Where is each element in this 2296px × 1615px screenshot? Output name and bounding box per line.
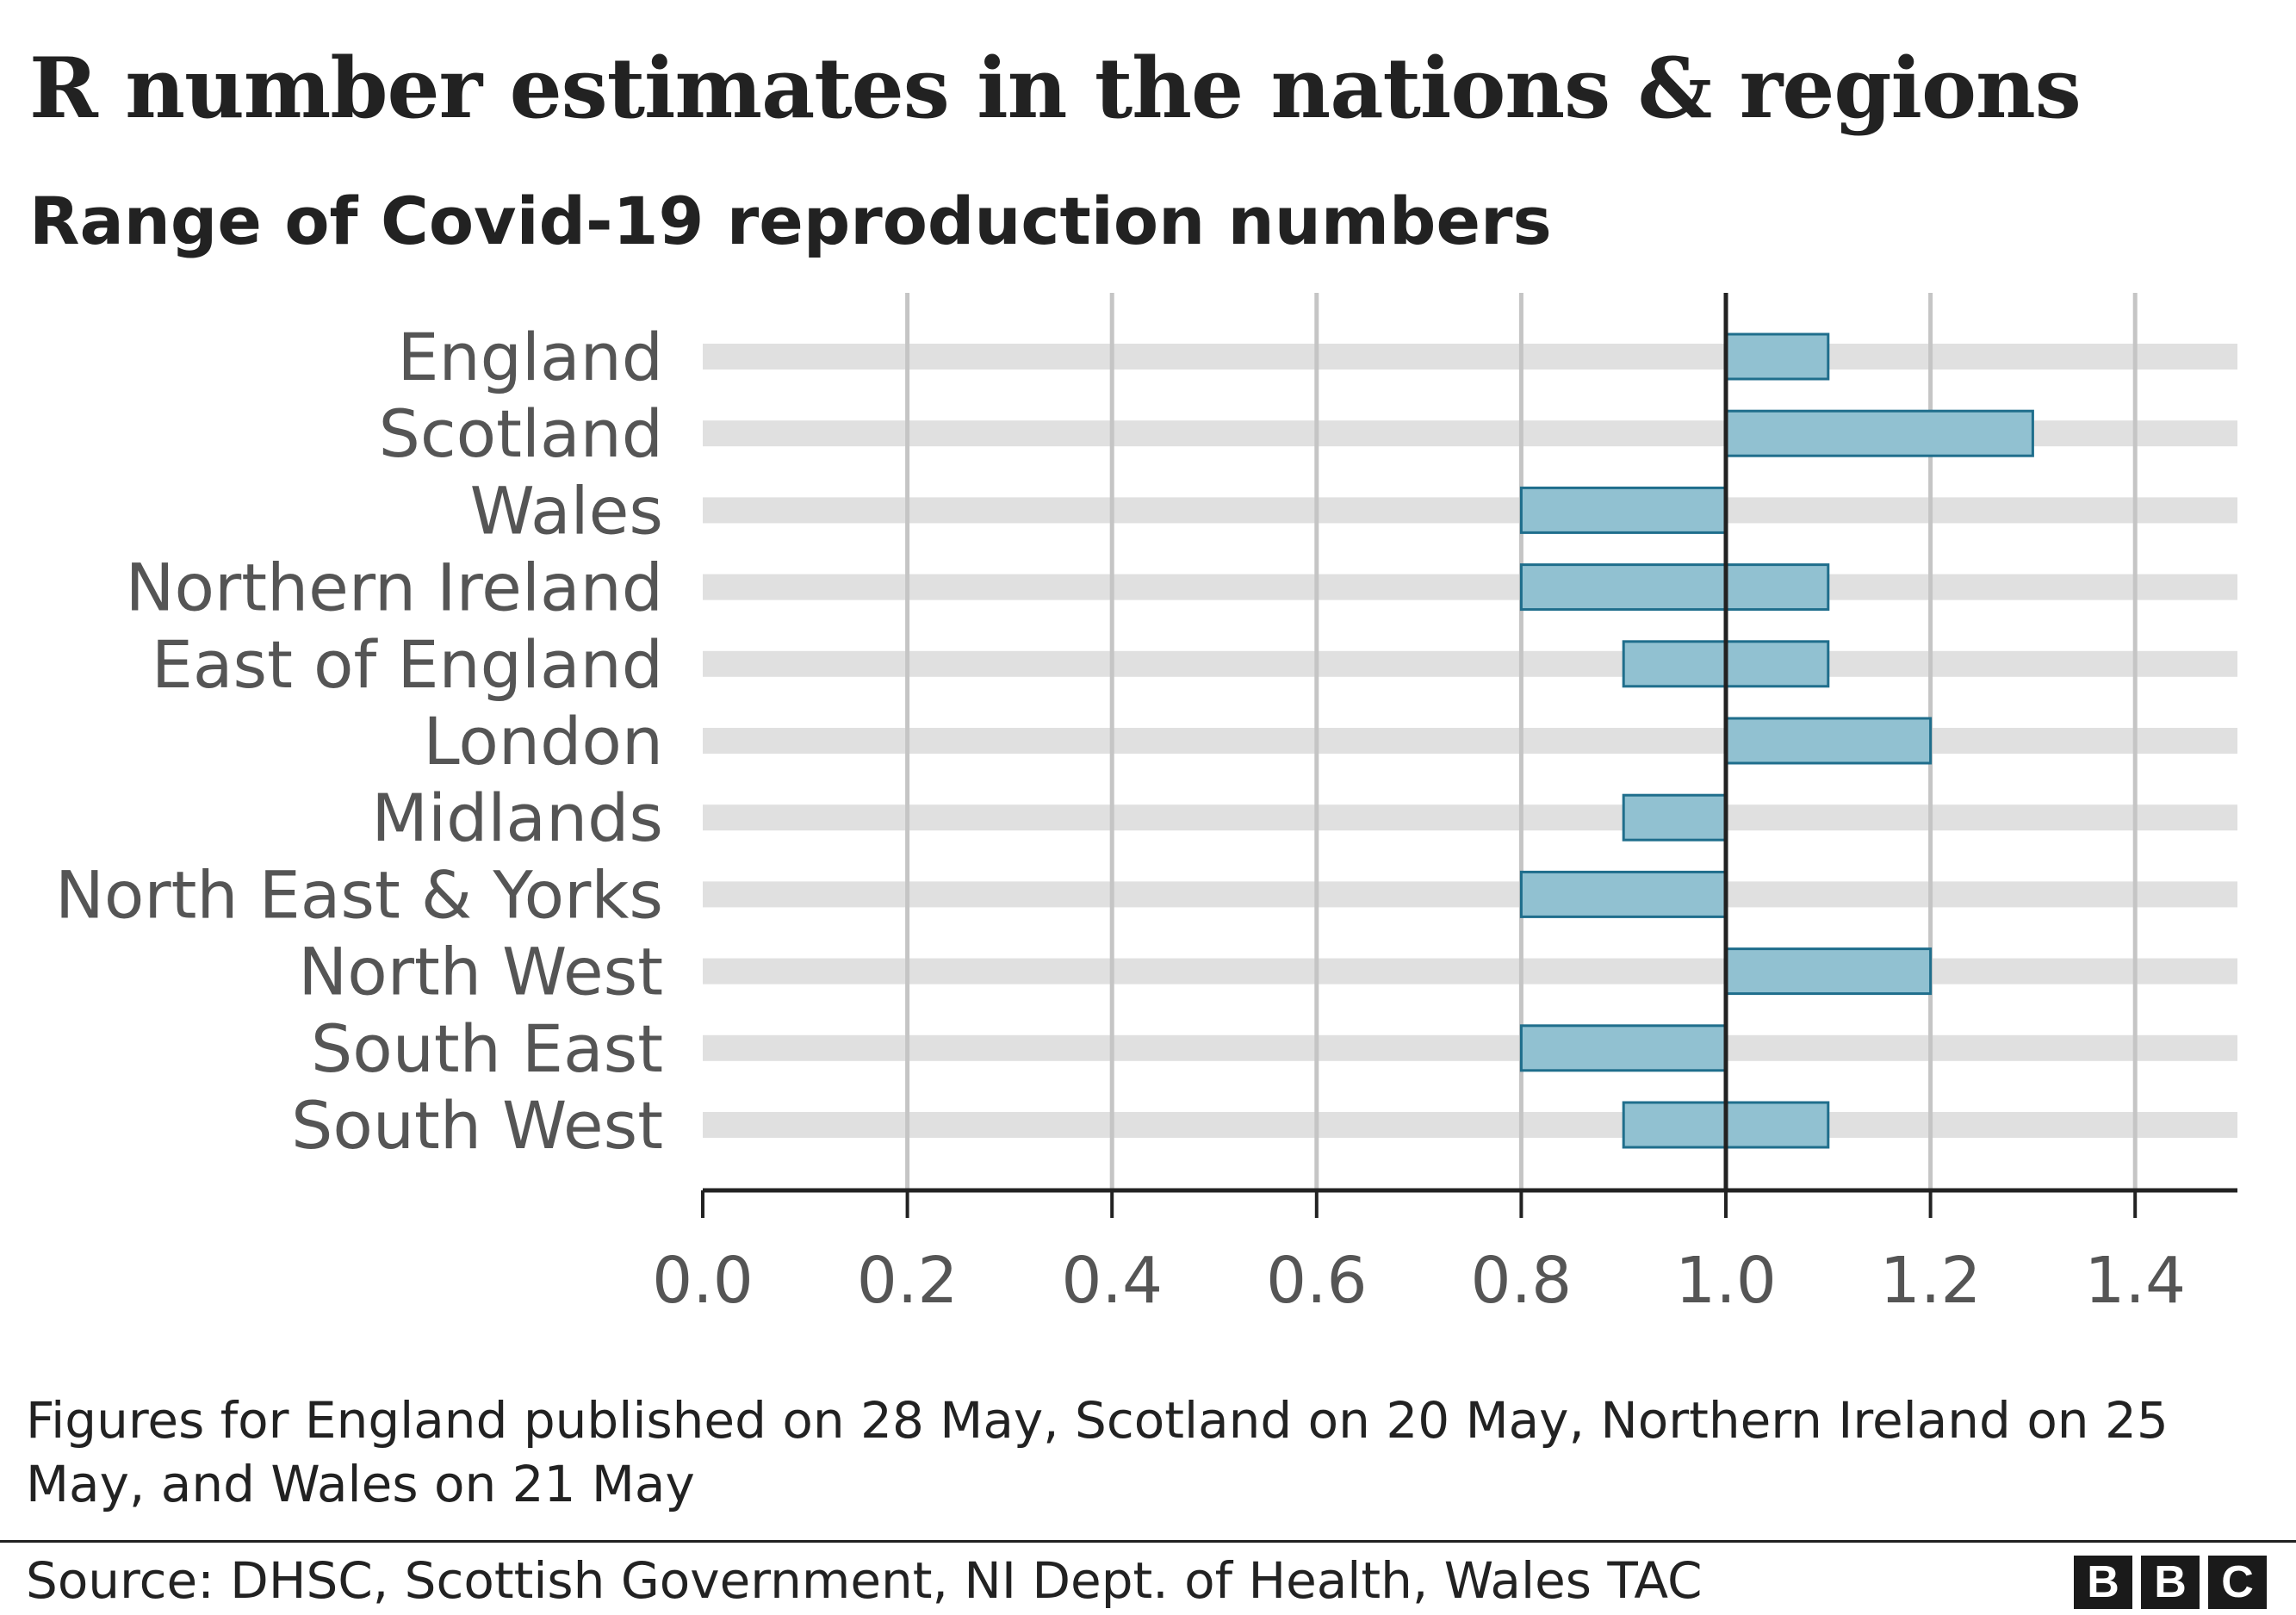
category-label: North East & Yorks — [55, 856, 663, 933]
row-band — [703, 958, 2237, 985]
footer-divider — [0, 1540, 2296, 1543]
source-note: Source: DHSC, Scottish Government, NI De… — [26, 1551, 1703, 1610]
x-tick-label: 0.2 — [857, 1244, 959, 1318]
range-bar — [1519, 563, 1830, 612]
x-tick-label: 0.0 — [652, 1244, 754, 1318]
logo-letter-2: B — [2141, 1556, 2200, 1609]
chart-title: R number estimates in the nations & regi… — [29, 40, 2082, 137]
range-bar — [1724, 947, 1933, 996]
footnote: Figures for England published on 28 May,… — [26, 1391, 2169, 1513]
x-tick-label: 1.4 — [2084, 1244, 2186, 1318]
logo-letter-1: B — [2074, 1556, 2132, 1609]
category-label: South East — [311, 1010, 663, 1087]
category-label: East of England — [152, 626, 663, 703]
row-band — [703, 804, 2237, 831]
category-label: Wales — [470, 472, 663, 549]
category-label: Northern Ireland — [126, 550, 663, 626]
category-label: Midlands — [371, 780, 663, 856]
range-bar-chart: 0.0 0.2 0.4 0.6 0.8 1.0 1.2 1.4 EnglandScotland… — [55, 293, 2237, 1318]
x-tick-label: 0.6 — [1266, 1244, 1368, 1318]
x-tick-label: 0.4 — [1061, 1244, 1163, 1318]
row-band — [703, 574, 2237, 600]
row-band — [703, 650, 2237, 677]
range-bars — [1519, 332, 2034, 1149]
category-label: England — [397, 319, 663, 395]
category-label: London — [423, 703, 663, 780]
range-bar — [1724, 332, 1830, 381]
x-tick-label: 1.0 — [1675, 1244, 1777, 1318]
bbc-logo: B B C — [2074, 1556, 2267, 1609]
range-bar — [1519, 486, 1728, 534]
range-bar — [1724, 717, 1933, 765]
range-bar — [1622, 793, 1728, 842]
chart-subtitle: Range of Covid-19 reproduction numbers — [29, 183, 1552, 259]
range-bar — [1724, 409, 2034, 457]
x-axis: 0.0 0.2 0.4 0.6 0.8 1.0 1.2 1.4 — [652, 1188, 2237, 1318]
range-bar — [1519, 870, 1728, 918]
row-bands — [703, 344, 2237, 1138]
category-label: North West — [298, 934, 663, 1010]
range-bar — [1519, 1024, 1728, 1072]
x-tick-label: 0.8 — [1471, 1244, 1573, 1318]
category-label: Scotland — [379, 395, 663, 472]
row-band — [703, 881, 2237, 908]
x-tick-label: 1.2 — [1880, 1244, 1982, 1318]
row-band — [703, 728, 2237, 754]
category-label: South West — [291, 1087, 663, 1164]
row-band — [703, 1112, 2237, 1138]
row-band — [703, 497, 2237, 524]
logo-letter-3: C — [2208, 1556, 2267, 1609]
row-band — [703, 1034, 2237, 1061]
row-band — [703, 344, 2237, 370]
